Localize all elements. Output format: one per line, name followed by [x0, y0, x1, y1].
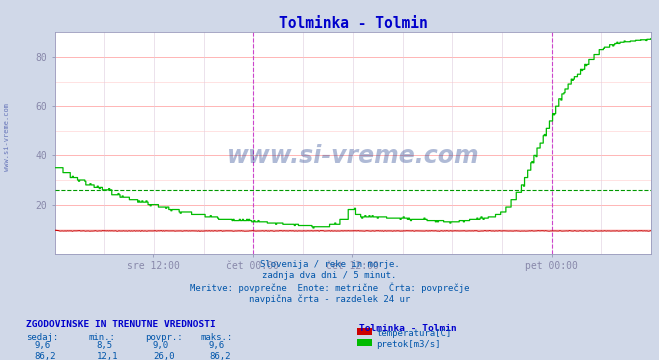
- Text: ZGODOVINSKE IN TRENUTNE VREDNOSTI: ZGODOVINSKE IN TRENUTNE VREDNOSTI: [26, 320, 216, 329]
- Text: pretok[m3/s]: pretok[m3/s]: [376, 340, 441, 349]
- Text: temperatura[C]: temperatura[C]: [376, 329, 451, 338]
- Text: zadnja dva dni / 5 minut.: zadnja dva dni / 5 minut.: [262, 271, 397, 280]
- Text: sedaj:: sedaj:: [26, 333, 59, 342]
- Text: Tolminka - Tolmin: Tolminka - Tolmin: [359, 324, 457, 333]
- Text: 86,2: 86,2: [34, 352, 56, 360]
- Title: Tolminka - Tolmin: Tolminka - Tolmin: [279, 16, 427, 31]
- Text: navpična črta - razdelek 24 ur: navpična črta - razdelek 24 ur: [249, 294, 410, 304]
- Text: 9,6: 9,6: [209, 341, 225, 350]
- Text: min.:: min.:: [89, 333, 116, 342]
- Text: maks.:: maks.:: [201, 333, 233, 342]
- Text: 26,0: 26,0: [153, 352, 175, 360]
- Text: Slovenija / reke in morje.: Slovenija / reke in morje.: [260, 260, 399, 269]
- Text: 12,1: 12,1: [97, 352, 119, 360]
- Text: Meritve: povprečne  Enote: metrične  Črta: povprečje: Meritve: povprečne Enote: metrične Črta:…: [190, 283, 469, 293]
- Text: povpr.:: povpr.:: [145, 333, 183, 342]
- Text: 86,2: 86,2: [209, 352, 231, 360]
- Text: 9,0: 9,0: [153, 341, 169, 350]
- Text: www.si-vreme.com: www.si-vreme.com: [3, 103, 10, 171]
- Text: 9,6: 9,6: [34, 341, 50, 350]
- Text: 8,5: 8,5: [97, 341, 113, 350]
- Text: www.si-vreme.com: www.si-vreme.com: [227, 144, 479, 168]
